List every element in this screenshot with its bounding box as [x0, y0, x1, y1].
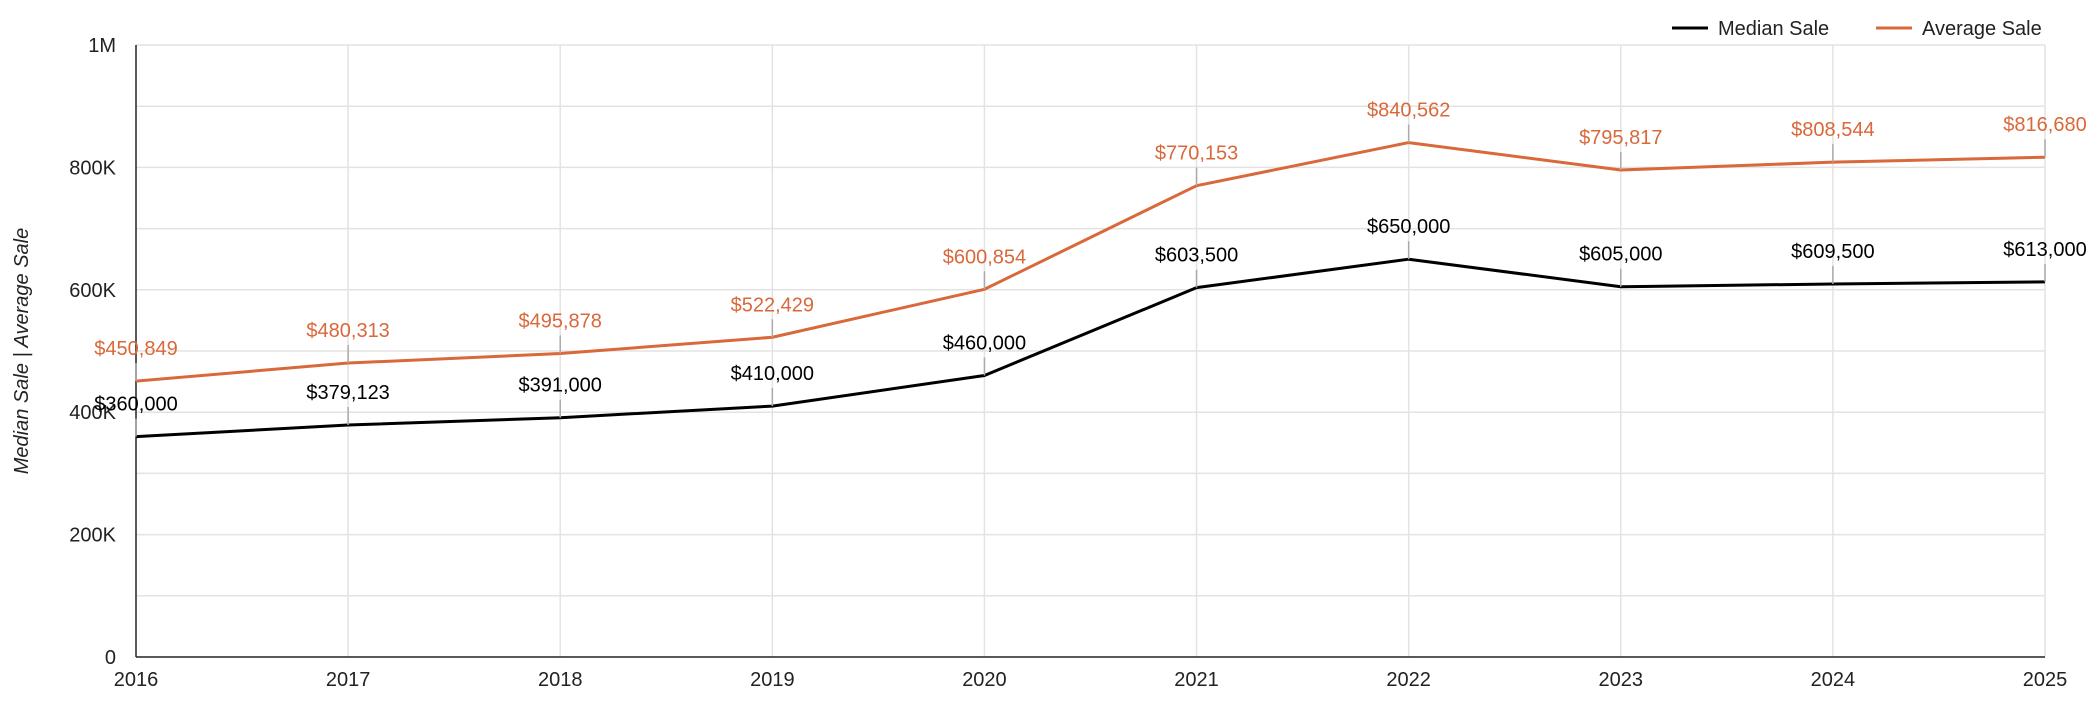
- data-label: $816,680: [2003, 114, 2086, 136]
- data-label: $480,313: [306, 320, 389, 342]
- data-label: $450,849: [94, 338, 177, 360]
- series-layer: $360,000 $379,123 $391,000 $410,000 $460,000…: [94, 100, 2087, 439]
- x-tick-label: 2024: [1811, 669, 1856, 691]
- x-tick-label: 2016: [114, 669, 159, 691]
- data-label: $605,000: [1579, 244, 1662, 266]
- y-axis-title: Median Sale | Average Sale: [11, 228, 33, 474]
- y-tick-label: 400K: [69, 402, 116, 424]
- data-label: $795,817: [1579, 127, 1662, 149]
- data-label: $495,878: [519, 311, 602, 333]
- legend-item: Median Sale: [1672, 18, 1829, 40]
- data-label: $410,000: [731, 363, 814, 385]
- x-tick-label: 2022: [1386, 669, 1431, 691]
- x-tick-label: 2018: [538, 669, 583, 691]
- x-tick-label: 2021: [1174, 669, 1219, 691]
- data-label: $609,500: [1791, 241, 1874, 263]
- y-tick-label: 800K: [69, 157, 116, 179]
- data-label: $460,000: [943, 332, 1026, 354]
- series-line: [135, 141, 2046, 383]
- x-tick-label: 2019: [750, 669, 795, 691]
- y-tick-label: 600K: [69, 280, 116, 302]
- data-label: $522,429: [731, 294, 814, 316]
- x-axis-ticks: 2016 2017 2018 2019 2020 2021 2022 2023 2024 2025: [114, 669, 2068, 691]
- x-tick-label: 2020: [962, 669, 1007, 691]
- series-median-sale: $360,000 $379,123 $391,000 $410,000 $460,000…: [94, 216, 2087, 439]
- legend-item: Average Sale: [1876, 18, 2042, 40]
- data-label: $840,562: [1367, 100, 1450, 122]
- grid: [136, 44, 2046, 657]
- legend: Median Sale Average Sale: [1672, 18, 2042, 40]
- data-label: $650,000: [1367, 216, 1450, 238]
- x-tick-label: 2017: [326, 669, 371, 691]
- y-tick-label: 200K: [69, 525, 116, 547]
- data-label: $808,544: [1791, 119, 1874, 141]
- series-line: [135, 257, 2046, 439]
- x-tick-label: 2023: [1599, 669, 1644, 691]
- data-label: $603,500: [1155, 245, 1238, 267]
- y-tick-label: 0: [105, 647, 116, 669]
- series-average-sale: $450,849 $480,313 $495,878 $522,429 $600,854…: [94, 100, 2087, 383]
- data-label: $391,000: [519, 375, 602, 397]
- data-label: $600,854: [943, 246, 1026, 268]
- legend-label: Average Sale: [1922, 18, 2042, 40]
- data-label: $770,153: [1155, 143, 1238, 165]
- data-label: $613,000: [2003, 239, 2086, 261]
- y-axis-ticks: 0 200K 400K 600K 800K 1M: [69, 35, 116, 669]
- axes: [135, 45, 2045, 658]
- data-label: $379,123: [306, 382, 389, 404]
- data-label: $360,000: [94, 394, 177, 416]
- x-tick-label: 2025: [2023, 669, 2068, 691]
- legend-label: Median Sale: [1718, 18, 1829, 40]
- y-tick-label: 1M: [88, 35, 116, 57]
